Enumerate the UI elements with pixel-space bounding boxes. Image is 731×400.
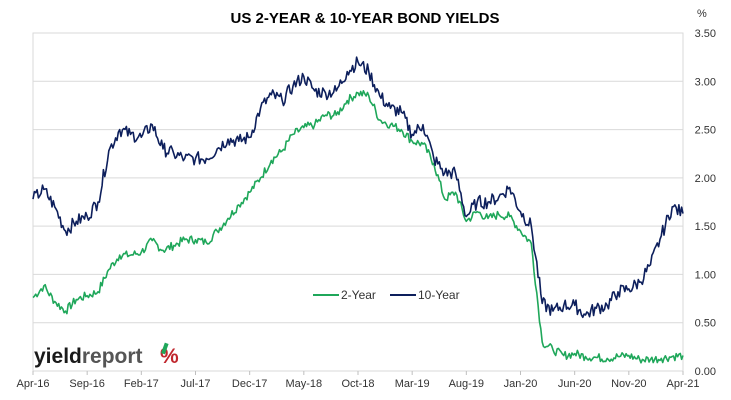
gridlines [33,80,683,324]
legend-10-year-label: 10-Year [418,288,460,302]
chart-title: US 2-YEAR & 10-YEAR BOND YIELDS [231,10,500,27]
legend: 2-Year 10-Year [313,288,460,302]
y-tick-label: 1.50 [695,221,716,233]
x-tick-label: Sep-16 [69,378,104,390]
x-tick-label: Aug-19 [449,378,484,390]
logo-word-report: report [82,345,143,368]
y-axis-unit: % [697,8,707,20]
y-tick-label: 2.50 [695,125,716,137]
series-line-2-year [32,90,684,364]
x-axis: Apr-16 Sep-16 Feb-17 Jul-17 Dec-17 May-18 Oct-… [16,371,700,390]
x-tick-label: Mar-19 [395,378,430,390]
y-tick-label: 0.50 [695,318,716,330]
x-tick-label: Feb-17 [124,378,159,390]
logo-percent-green-slash [161,342,169,355]
y-tick-label: 3.00 [695,76,716,88]
x-tick-label: Apr-21 [666,378,699,390]
legend-2-year-label: 2-Year [341,288,376,302]
x-tick-label: Jun-20 [558,378,592,390]
y-tick-label: 0.00 [695,366,716,378]
x-tick-label: Oct-18 [341,378,374,390]
logo-word-yield: yield [34,345,82,368]
y-axis: 0.00 0.50 1.00 1.50 2.00 2.50 3.00 3.50 [695,28,716,378]
series-line-10-year [32,56,684,319]
x-tick-label: Nov-20 [611,378,646,390]
x-tick-label: May-18 [285,378,322,390]
svg-text:yieldreport: yieldreport [34,345,143,368]
x-tick-label: Jan-20 [504,378,538,390]
y-tick-label: 1.00 [695,269,716,281]
x-tick-label: Jul-17 [181,378,211,390]
y-tick-label: 3.50 [695,28,716,40]
yieldreport-logo: yieldreport % [34,342,179,368]
series-layer [32,56,684,364]
x-tick-label: Dec-17 [232,378,267,390]
y-tick-label: 2.00 [695,173,716,185]
x-tick-label: Apr-16 [16,378,49,390]
